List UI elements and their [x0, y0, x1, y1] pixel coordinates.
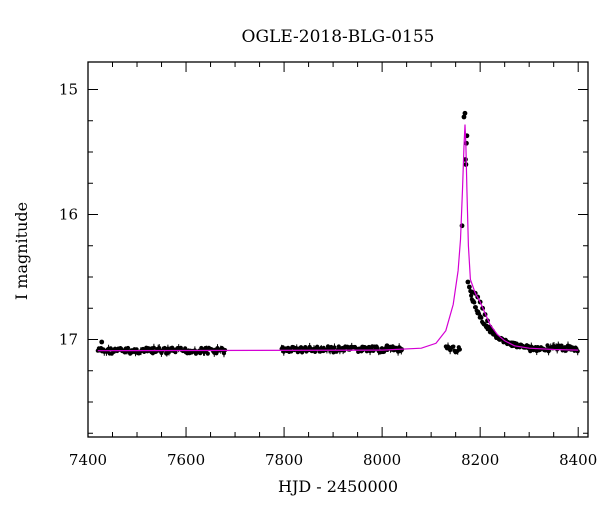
data-point — [451, 344, 456, 349]
data-point — [457, 347, 462, 352]
data-point — [466, 284, 472, 290]
data-point — [203, 345, 209, 351]
x-tick-label: 8400 — [559, 451, 597, 469]
data-point — [473, 305, 478, 310]
data-points-series — [95, 110, 580, 358]
data-point — [340, 345, 346, 351]
data-point — [526, 344, 531, 349]
x-tick-label: 8000 — [363, 451, 401, 469]
data-point — [465, 279, 471, 285]
data-point — [461, 114, 467, 120]
data-point — [374, 345, 380, 351]
data-point — [472, 300, 477, 305]
tick-labels: 7400 7600 7800 8000 8200 8400 15 16 17 — [59, 81, 597, 470]
chart-title: OGLE-2018-BLG-0155 — [242, 27, 435, 47]
x-tick-label: 8200 — [461, 451, 499, 469]
data-point — [125, 345, 131, 351]
plot-frame — [87, 61, 589, 438]
model-curve — [97, 124, 579, 352]
y-tick-label: 16 — [59, 206, 78, 224]
data-point — [183, 346, 188, 351]
data-point — [379, 346, 385, 351]
data-point — [360, 344, 365, 350]
data-point — [459, 223, 465, 229]
axis-ticks — [87, 62, 588, 437]
data-point — [462, 110, 468, 116]
data-point — [384, 343, 390, 349]
data-point — [479, 315, 484, 320]
data-point — [164, 350, 169, 356]
data-point — [312, 349, 318, 355]
data-point — [469, 293, 474, 298]
y-tick-label: 17 — [59, 331, 78, 349]
x-tick-label: 7800 — [265, 451, 303, 469]
data-point — [99, 339, 105, 345]
x-tick-label: 7400 — [69, 451, 107, 469]
y-tick-label: 15 — [59, 81, 78, 99]
data-point — [220, 347, 226, 352]
data-point — [306, 347, 311, 352]
x-axis-label: HJD - 2450000 — [278, 477, 398, 496]
data-point — [281, 347, 287, 352]
x-tick-label: 7600 — [167, 451, 205, 469]
y-axis-label: I magnitude — [12, 202, 31, 300]
data-point — [205, 351, 210, 356]
